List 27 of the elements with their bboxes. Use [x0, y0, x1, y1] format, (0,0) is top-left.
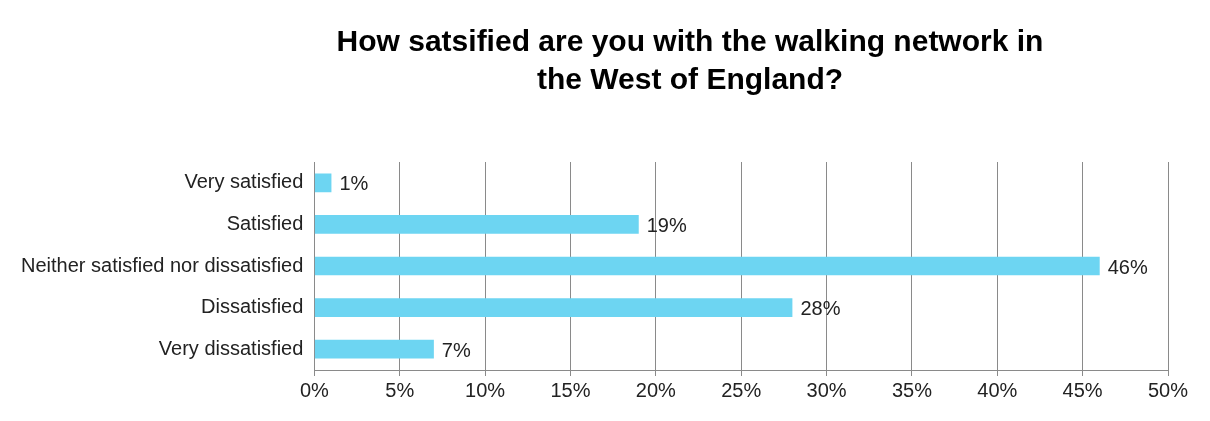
x-tick-label: 30% — [806, 378, 847, 401]
y-tick-label: Very satisfied — [184, 170, 304, 193]
data-label: 7% — [441, 338, 471, 361]
x-tick-label: 35% — [891, 378, 933, 401]
y-tick-label: Very dissatisfied — [158, 336, 304, 359]
x-tick-label: 15% — [550, 378, 591, 401]
data-label: 28% — [800, 297, 841, 320]
x-tick-label: 10% — [465, 378, 506, 401]
y-tick-label: Neither satisfied nor dissatisfied — [20, 253, 304, 276]
data-label: 19% — [646, 213, 687, 236]
bar — [314, 173, 332, 193]
x-tick-label: 20% — [635, 378, 677, 401]
data-label: 1% — [339, 172, 369, 195]
chart-title: How satsified are you with the walking network in the West of England? — [335, 23, 1045, 97]
bar — [314, 256, 1100, 276]
x-tick-label: 25% — [721, 378, 762, 401]
bar — [314, 298, 793, 317]
x-tick-label: 5% — [385, 378, 415, 401]
bar — [314, 339, 434, 359]
bar — [314, 215, 639, 234]
x-tick-label: 50% — [1147, 378, 1189, 401]
x-tick-label: 40% — [977, 378, 1018, 401]
data-label: 46% — [1107, 255, 1148, 278]
y-tick-label: Dissatisfied — [201, 295, 304, 318]
x-tick-label: 0% — [299, 378, 330, 401]
y-tick-label: Satisfied — [226, 211, 304, 234]
x-tick-label: 45% — [1062, 378, 1103, 401]
